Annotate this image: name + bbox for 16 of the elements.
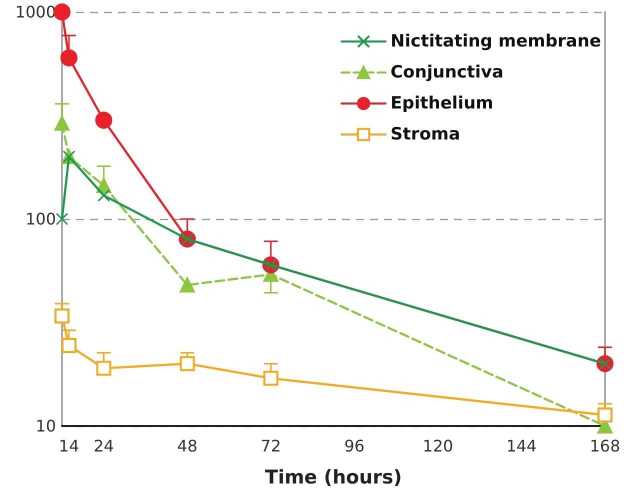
x-tick-label: 168 bbox=[590, 436, 620, 456]
x-axis-title: Time (hours) bbox=[265, 466, 402, 488]
x-tick-label: 96 bbox=[344, 436, 365, 456]
x-tick-label: 120 bbox=[422, 436, 454, 456]
y-tick-label: 10 bbox=[36, 416, 56, 436]
legend-label: Conjunctiva bbox=[390, 62, 504, 82]
x-tick-label: 24 bbox=[94, 436, 114, 456]
y-tick-label: 100 bbox=[25, 210, 56, 228]
y-tick-label: 1000 bbox=[15, 2, 56, 22]
x-tick-label: 72 bbox=[260, 436, 282, 456]
legend-label: Stroma bbox=[390, 124, 460, 144]
x-tick-label: 14 bbox=[58, 436, 80, 456]
legend-label: Epithelium bbox=[390, 94, 494, 114]
legend-label: Nictitating membrane bbox=[390, 32, 602, 52]
x-tick-label: 144 bbox=[506, 436, 537, 456]
x-tick-label: 48 bbox=[177, 436, 198, 456]
